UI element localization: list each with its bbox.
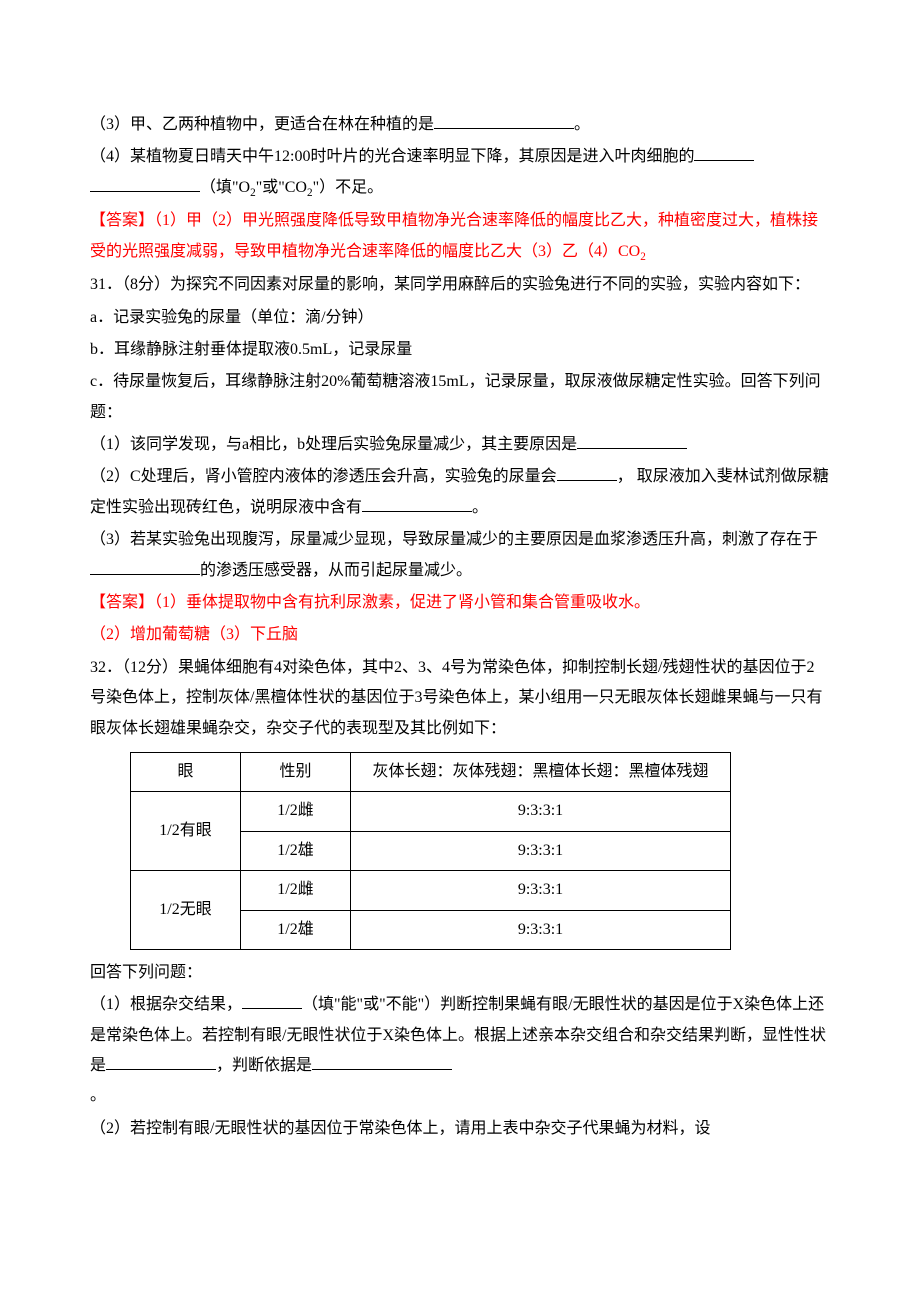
q32-after: 回答下列问题： xyxy=(90,958,830,988)
q31-sub3-b: 的渗透压感受器，从而引起尿量减少。 xyxy=(200,562,472,579)
q30-sub3-text: （3）甲、乙两种植物中，更适合在林在种植的是 xyxy=(90,116,434,133)
cell-eye: 1/2有眼 xyxy=(131,792,241,871)
q32-sub1-c: ，判断依据是 xyxy=(216,1057,312,1074)
blank xyxy=(557,465,617,481)
blank xyxy=(106,1054,216,1070)
q30-sub4-b: （填"O xyxy=(200,179,250,196)
th-sex: 性别 xyxy=(241,752,351,791)
blank xyxy=(694,145,754,161)
cell-sex: 1/2雌 xyxy=(241,792,351,831)
q30-sub3-tail: 。 xyxy=(574,116,590,133)
q30-ans-text: （1）甲（2）甲光照强度降低导致甲植物净光合速率降低的幅度比乙大，种植密度过大，… xyxy=(90,212,818,259)
blank xyxy=(242,993,302,1009)
q31-ans1: （1）垂体提取物中含有抗利尿激素，促进了肾小管和集合管重吸收水。 xyxy=(154,594,650,611)
blank xyxy=(312,1054,452,1070)
q32-stem: 32．（12分）果蝇体细胞有4对染色体，其中2、3、4号为常染色体，抑制控制长翅… xyxy=(90,653,830,744)
q31-answer-2: （2）增加葡萄糖（3）下丘脑 xyxy=(90,620,830,650)
q32-sub1-d: 。 xyxy=(90,1087,106,1104)
q31-a: a．记录实验兔的尿量（单位：滴/分钟） xyxy=(90,303,830,333)
cell-ratio: 9:3:3:1 xyxy=(351,831,731,870)
q30-sub4-d: "）不足。 xyxy=(313,179,384,196)
q32-table: 眼 性别 灰体长翅：灰体残翅：黑檀体长翅：黑檀体残翅 1/2有眼 1/2雌 9:… xyxy=(130,752,731,950)
table-row: 1/2有眼 1/2雌 9:3:3:1 xyxy=(131,792,731,831)
q31-sub3-a: （3）若某实验兔出现腹泻，尿量减少显现，导致尿量减少的主要原因是血浆渗透压升高，… xyxy=(90,531,818,548)
sub-co2-ans: 2 xyxy=(640,251,646,263)
answer-label: 【答案】 xyxy=(90,212,154,229)
q31-stem: 31．（8分）为探究不同因素对尿量的影响，某同学用麻醉后的实验兔进行不同的实验，… xyxy=(90,270,830,300)
q30-sub4-c: "或"CO xyxy=(256,179,307,196)
q32-sub1-a: （1）根据杂交结果， xyxy=(90,996,242,1013)
q30-sub4-a: （4）某植物夏日晴天中午12:00时叶片的光合速率明显下降，其原因是进入叶肉细胞… xyxy=(90,148,694,165)
answer-label: 【答案】 xyxy=(90,594,154,611)
blank xyxy=(434,113,574,129)
table-row: 1/2无眼 1/2雌 9:3:3:1 xyxy=(131,871,731,910)
blank xyxy=(90,559,200,575)
cell-ratio: 9:3:3:1 xyxy=(351,792,731,831)
blank xyxy=(90,176,200,192)
q31-sub2: （2）C处理后，肾小管腔内液体的渗透压会升高，实验兔的尿量会， 取尿液加入斐林试… xyxy=(90,462,830,523)
blank xyxy=(362,496,472,512)
q31-sub2-c: 。 xyxy=(472,499,488,516)
cell-ratio: 9:3:3:1 xyxy=(351,910,731,949)
cell-sex: 1/2雌 xyxy=(241,871,351,910)
blank xyxy=(577,433,687,449)
q30-sub3: （3）甲、乙两种植物中，更适合在林在种植的是 。 xyxy=(90,110,830,140)
cell-ratio: 9:3:3:1 xyxy=(351,871,731,910)
q31-c: c．待尿量恢复后，耳缘静脉注射20%葡萄糖溶液15mL，记录尿量，取尿液做尿糖定… xyxy=(90,367,830,428)
q32-sub2: （2）若控制有眼/无眼性状的基因位于常染色体上，请用上表中杂交子代果蝇为材料，设 xyxy=(90,1114,830,1144)
q31-sub2-a: （2）C处理后，肾小管腔内液体的渗透压会升高，实验兔的尿量会 xyxy=(90,468,557,485)
q30-sub4: （4）某植物夏日晴天中午12:00时叶片的光合速率明显下降，其原因是进入叶肉细胞… xyxy=(90,142,830,204)
q31-sub1: （1）该同学发现，与a相比，b处理后实验兔尿量减少，其主要原因是 xyxy=(90,430,830,460)
cell-sex: 1/2雄 xyxy=(241,910,351,949)
q32-sub1: （1）根据杂交结果，（填"能"或"不能"）判断控制果蝇有眼/无眼性状的基因是位于… xyxy=(90,990,830,1112)
q31-b: b．耳缘静脉注射垂体提取液0.5mL，记录尿量 xyxy=(90,335,830,365)
q31-sub1-text: （1）该同学发现，与a相比，b处理后实验兔尿量减少，其主要原因是 xyxy=(90,436,577,453)
table-header-row: 眼 性别 灰体长翅：灰体残翅：黑檀体长翅：黑檀体残翅 xyxy=(131,752,731,791)
cell-sex: 1/2雄 xyxy=(241,831,351,870)
q31-sub3: （3）若某实验兔出现腹泻，尿量减少显现，导致尿量减少的主要原因是血浆渗透压升高，… xyxy=(90,525,830,586)
q30-answer: 【答案】（1）甲（2）甲光照强度降低导致甲植物净光合速率降低的幅度比乙大，种植密… xyxy=(90,206,830,268)
th-ratio: 灰体长翅：灰体残翅：黑檀体长翅：黑檀体残翅 xyxy=(351,752,731,791)
th-eye: 眼 xyxy=(131,752,241,791)
cell-eye: 1/2无眼 xyxy=(131,871,241,950)
q31-answer-1: 【答案】（1）垂体提取物中含有抗利尿激素，促进了肾小管和集合管重吸收水。 xyxy=(90,588,830,618)
